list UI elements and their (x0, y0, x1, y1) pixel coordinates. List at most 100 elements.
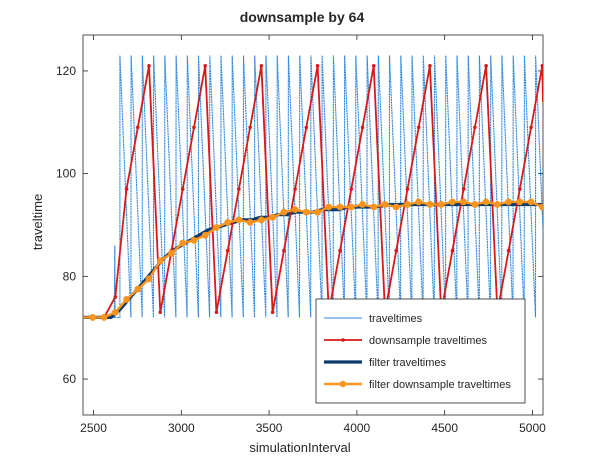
chart-title: downsample by 64 (240, 9, 365, 25)
filter-downsample-traveltimes-point (168, 249, 175, 257)
downsample-traveltimes-point (282, 248, 286, 253)
filter-downsample-traveltimes-point (314, 208, 321, 216)
downsample-traveltimes-point (338, 248, 342, 253)
downsample-traveltimes-point (371, 64, 376, 68)
downsample-traveltimes-point (349, 187, 354, 191)
x-tick-label: 5000 (519, 421, 546, 435)
filter-downsample-traveltimes-point (257, 216, 265, 224)
y-axis-label: traveltime (30, 194, 45, 250)
downsample-traveltimes-point (270, 310, 275, 315)
filter-downsample-traveltimes-point (111, 308, 119, 316)
downsample-traveltimes-point (416, 125, 421, 130)
filter-downsample-traveltimes-point (493, 201, 501, 208)
series-traveltimes-line (83, 55, 543, 318)
x-tick-label: 2500 (80, 421, 107, 435)
downsample-traveltimes-point (158, 310, 163, 315)
y-tick-label: 100 (56, 167, 76, 181)
downsample-traveltimes-point (315, 64, 320, 68)
filter-downsample-traveltimes-point (482, 198, 490, 206)
y-tick-label: 60 (63, 372, 77, 386)
data-layer (83, 55, 543, 321)
legend-swatch-marker (339, 380, 347, 388)
downsample-traveltimes-point (147, 64, 151, 68)
filter-downsample-traveltimes-point (527, 198, 535, 206)
filter-downsample-traveltimes-point (437, 201, 445, 208)
filter-downsample-traveltimes-point (471, 201, 479, 208)
legend-entry-label: filter downsample traveltimes (369, 379, 511, 391)
filter-downsample-traveltimes-point (336, 203, 344, 211)
filter-downsample-traveltimes-point (280, 208, 288, 216)
legend-box (315, 298, 526, 404)
downsample-traveltimes-point (540, 64, 543, 68)
filter-downsample-traveltimes-point (392, 203, 400, 211)
filter-downsample-traveltimes-point (381, 201, 389, 208)
filter-downsample-traveltimes-point (190, 237, 198, 244)
filter-downsample-traveltimes-point (449, 198, 456, 206)
plot-area: 2500 3000 3500 4000 4500 5000 60 80 100 120 (56, 34, 546, 435)
downsample-traveltimes-point (450, 248, 455, 253)
filter-downsample-traveltimes-point (291, 206, 299, 213)
downsample-traveltimes-point (135, 125, 140, 130)
filter-downsample-traveltimes-point (404, 201, 411, 208)
downsample-traveltimes-point (259, 64, 264, 68)
series-downsample-traveltimes-line (83, 64, 543, 319)
downsample-traveltimes-point (360, 125, 365, 130)
legend-entry-label: downsample traveltimes (369, 335, 487, 347)
filter-downsample-traveltimes-point (325, 203, 333, 211)
downsample-traveltimes-point (248, 125, 252, 130)
downsample-traveltimes-point (192, 125, 196, 130)
filter-downsample-traveltimes-point (134, 285, 142, 293)
downsample-traveltimes-point (529, 125, 533, 130)
filter-downsample-traveltimes-point (89, 314, 97, 321)
filter-downsample-traveltimes-point (516, 198, 524, 206)
downsample-traveltimes-point (214, 310, 219, 315)
filter-downsample-traveltimes-point (145, 275, 153, 283)
filter-downsample-traveltimes-point (269, 213, 277, 221)
legend: traveltimes downsample traveltimes filter … (315, 298, 526, 404)
filter-downsample-traveltimes-point (100, 314, 108, 321)
legend-swatch-marker (341, 338, 345, 342)
downsample-traveltimes-point (473, 125, 477, 130)
downsample-traveltimes-point (203, 64, 207, 68)
filter-downsample-traveltimes-point (235, 216, 243, 224)
x-tick-label: 4500 (431, 421, 458, 435)
filter-downsample-traveltimes-point (156, 257, 164, 265)
downsample-traveltimes-point (113, 295, 118, 299)
downsample-traveltimes-point (506, 248, 511, 253)
downsample-traveltimes-point (518, 187, 522, 191)
downsample-traveltimes-point (237, 187, 241, 191)
downsample-traveltimes-point (293, 187, 297, 191)
filter-downsample-traveltimes-point (370, 203, 378, 211)
filter-downsample-traveltimes-point (123, 296, 130, 303)
filter-downsample-traveltimes-point (179, 239, 187, 247)
downsample-traveltimes-point (180, 187, 185, 191)
filter-downsample-traveltimes-point (302, 208, 310, 216)
legend-entry-label: traveltimes (369, 313, 423, 325)
y-tick-label: 120 (56, 64, 76, 78)
filter-downsample-traveltimes-point (538, 203, 543, 211)
filter-downsample-traveltimes-point (224, 219, 232, 226)
filter-downsample-traveltimes-point (213, 224, 220, 231)
downsample-traveltimes-point (428, 64, 432, 68)
downsample-traveltimes-point (225, 248, 230, 253)
downsample-traveltimes-point (304, 125, 309, 130)
downsample-traveltimes-point (394, 248, 399, 253)
downsample-traveltimes-point (124, 187, 129, 191)
y-tick-label: 80 (63, 269, 77, 283)
filter-downsample-traveltimes-point (415, 198, 423, 206)
legend-entry-label: filter traveltimes (369, 357, 447, 369)
filter-downsample-traveltimes-point (347, 203, 355, 211)
filter-downsample-traveltimes-point (426, 201, 434, 208)
filter-downsample-traveltimes-point (460, 198, 468, 206)
downsample-traveltimes-point (484, 64, 488, 68)
downsample-traveltimes-point (405, 187, 410, 191)
x-axis-label: simulationInterval (249, 440, 350, 455)
x-tick-label: 3000 (168, 421, 195, 435)
filter-downsample-traveltimes-point (201, 231, 209, 239)
x-tick-label: 3500 (256, 421, 283, 435)
filter-downsample-traveltimes-point (246, 219, 254, 226)
x-tick-label: 4000 (344, 421, 371, 435)
filter-downsample-traveltimes-point (359, 201, 366, 208)
downsample-traveltimes-point (461, 187, 466, 191)
